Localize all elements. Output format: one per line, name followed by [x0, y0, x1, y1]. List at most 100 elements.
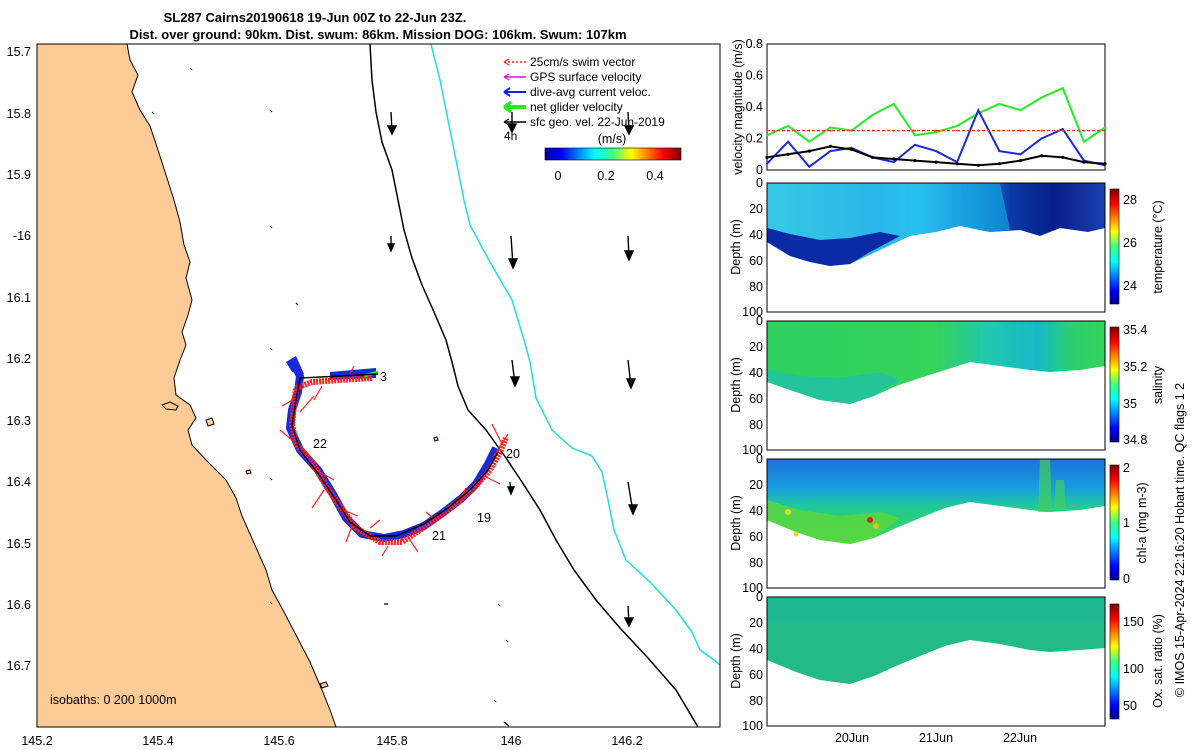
depth-tick: 100	[742, 443, 763, 457]
legend-label: sfc geo. vel. 22-Jun-2019	[530, 115, 665, 129]
velocity-point	[787, 124, 790, 127]
lat-tick: 16.5	[7, 537, 31, 551]
depth-tick: 40	[749, 366, 763, 380]
temperature-cb-tick: 26	[1123, 236, 1137, 250]
isobath-label: isobaths: 0 200 1000m	[50, 693, 176, 707]
velocity-point	[998, 102, 1001, 105]
velocity-point	[1082, 129, 1085, 132]
velocity-point	[892, 102, 895, 105]
chla-deep	[767, 500, 900, 544]
salinity-ylabel: Depth (m)	[729, 357, 743, 413]
velocity-point	[934, 160, 938, 164]
lon-tick: 145.2	[21, 734, 52, 748]
track-current-head	[286, 356, 376, 380]
depth-tick: 80	[749, 694, 763, 708]
velocity-point	[765, 155, 769, 159]
depth-tick: 60	[749, 668, 763, 682]
velocity-point	[1061, 129, 1064, 132]
day-label: 19	[477, 511, 491, 525]
velocity-point	[977, 129, 980, 132]
chla-colorbar	[1109, 464, 1120, 581]
time-tick: 21Jun	[919, 731, 953, 745]
legend-note: 4h	[504, 129, 517, 143]
oxygen-cb-tick: 100	[1123, 662, 1144, 676]
arrowhead-icon	[503, 100, 512, 114]
velocity-point	[808, 140, 811, 143]
track-swim	[289, 375, 509, 545]
lat-tick: 16.1	[7, 291, 31, 305]
lat-tick: 16.7	[7, 659, 31, 673]
salinity-cb-tick: 35.2	[1123, 360, 1147, 374]
lat-tick: 15.8	[7, 107, 31, 121]
velocity-point	[1061, 128, 1064, 131]
velocity-point	[871, 113, 874, 116]
depth-tick: 100	[742, 719, 763, 733]
velocity-point	[998, 129, 1001, 132]
map-colorbar	[544, 147, 682, 161]
velocity-point	[1082, 160, 1086, 164]
salinity-cb-tick: 34.8	[1123, 433, 1147, 447]
depth-tick: 60	[749, 392, 763, 406]
depth-tick: 0	[756, 314, 763, 328]
day-label: 21	[432, 529, 446, 543]
velocity-point	[829, 129, 832, 132]
depth-tick: 0	[756, 176, 763, 190]
velocity-panel: 0 0.2 0.4 0.6 0.8 velocity magnitude (m/s)	[731, 37, 1107, 177]
velocity-point	[1040, 154, 1044, 158]
velocity-ytick: 0.4	[746, 100, 763, 114]
map-colorbar-label: (m/s)	[598, 132, 626, 146]
day-label: 3	[380, 370, 387, 384]
temperature-mid	[960, 183, 1010, 232]
chla-high-point	[785, 509, 791, 515]
lon-tick: 145.4	[142, 734, 173, 748]
velocity-point	[1061, 87, 1064, 90]
salinity-cb-label: salinity	[1151, 365, 1165, 404]
temperature-ylabel: Depth (m)	[729, 219, 743, 275]
map-colorbar-tick: 0	[555, 169, 562, 183]
temperature-cb-label: temperature (°C)	[1151, 200, 1165, 293]
depth-tick: 40	[749, 642, 763, 656]
velocity-ytick: 0.8	[746, 37, 763, 51]
depth-tick: 100	[742, 305, 763, 319]
arrowhead-icon	[503, 73, 510, 81]
temperature-colorbar	[1109, 188, 1120, 305]
isobath-1000m	[430, 43, 721, 666]
velocity-point	[892, 161, 895, 164]
velocity-point	[807, 149, 811, 153]
lat-tick: 15.7	[7, 45, 31, 59]
lat-tick: 16.3	[7, 414, 31, 428]
lon-tick: 146	[501, 734, 522, 748]
salinity-yticks: 0 20 40 60 80 100	[742, 314, 763, 457]
chla-frame	[766, 458, 1106, 589]
depth-tick: 60	[749, 254, 763, 268]
velocity-point	[808, 129, 811, 132]
map-legend: 25cm/s swim vector GPS surface velocity …	[503, 55, 682, 183]
map-lon-ticks: 145.2 145.4 145.6 145.8 146 146.2	[21, 734, 642, 748]
velocity-point	[1061, 155, 1065, 159]
velocity-point	[1103, 162, 1107, 166]
chla-high-point	[867, 517, 873, 523]
velocity-point	[871, 129, 874, 132]
temperature-frame	[766, 182, 1106, 313]
day-labels: 3 22 20 19 21	[313, 370, 520, 543]
lat-tick: 16.4	[7, 475, 31, 489]
chla-high-point	[873, 523, 879, 529]
velocity-point	[1104, 129, 1106, 132]
arrowhead-icon	[503, 118, 510, 126]
velocity-point	[913, 159, 917, 163]
credit-text: © IMOS 15-Apr-2024 22:16:20 Hobart time.…	[1173, 383, 1187, 697]
temperature-cb-tick: 28	[1123, 193, 1137, 207]
temperature-yticks: 0 20 40 60 80 100	[742, 176, 763, 319]
velocity-ytick: 0.2	[746, 132, 763, 146]
lat-tick: 16.2	[7, 352, 31, 366]
velocity-point	[828, 144, 833, 148]
depth-tick: 0	[756, 590, 763, 604]
velocity-point	[913, 143, 916, 146]
lon-tick: 145.8	[376, 734, 407, 748]
oxygen-panel: 0 20 40 60 80 100 Depth (m) 150 100 50 O…	[729, 590, 1165, 745]
velocity-point	[1019, 129, 1022, 132]
temperature-panel: 0 20 40 60 80 100 Depth (m) 28 26 24 tem…	[729, 176, 1165, 319]
map-frame	[36, 43, 721, 728]
islands	[161, 401, 439, 689]
velocity-point	[1040, 96, 1043, 99]
